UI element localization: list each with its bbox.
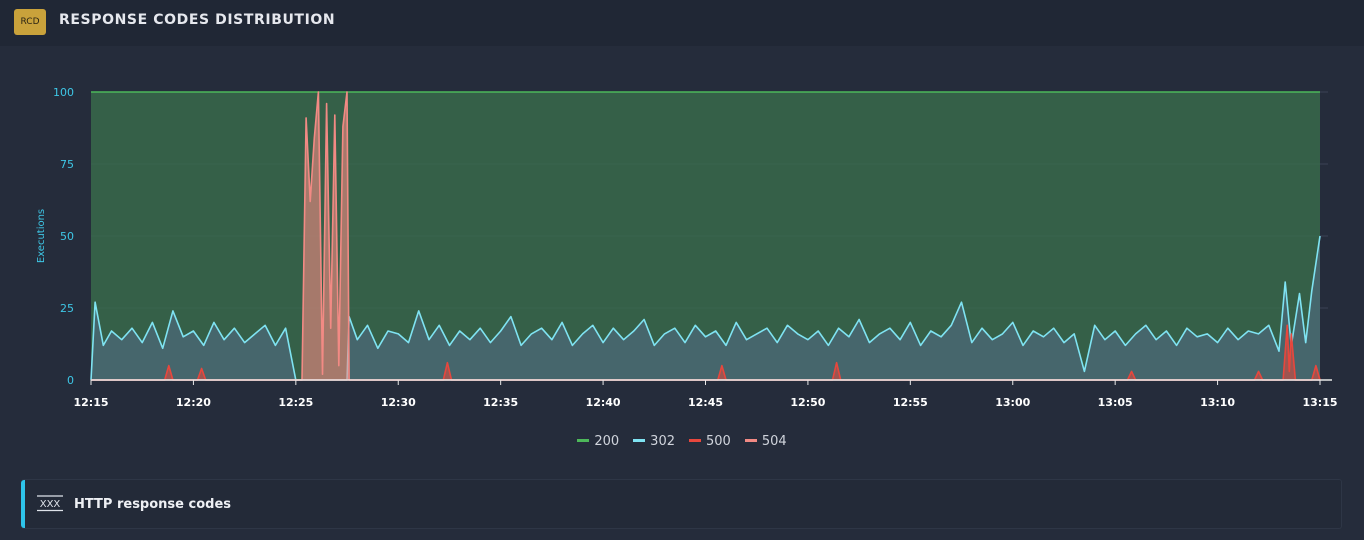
y-tick-label: 50: [60, 230, 74, 243]
series-504-line: [91, 91, 1320, 381]
x-tick-label: 12:25: [278, 396, 313, 409]
x-tick-label: 13:00: [995, 396, 1030, 409]
legend-swatch: [744, 439, 757, 442]
legend-item-500[interactable]: 500: [689, 434, 731, 449]
legend-label: 504: [761, 434, 787, 449]
x-tick-label: 12:35: [483, 396, 518, 409]
header-bar: RCD RESPONSE CODES DISTRIBUTION: [0, 0, 1364, 46]
legend-item-200[interactable]: 200: [577, 434, 619, 449]
x-tick-label: 13:10: [1200, 396, 1235, 409]
y-tick-label: 25: [60, 302, 74, 315]
y-tick-label: 75: [60, 158, 74, 171]
series-200-area: [91, 92, 1320, 380]
x-tick-label: 12:30: [381, 396, 416, 409]
legend-swatch: [689, 439, 701, 442]
x-tick-label: 12:15: [73, 396, 108, 409]
x-tick-label: 13:15: [1302, 396, 1337, 409]
x-tick-label: 12:20: [176, 396, 211, 409]
y-tick-label: 100: [53, 86, 74, 99]
rcd-badge: RCD: [14, 9, 46, 35]
x-tick-label: 12:50: [790, 396, 825, 409]
legend-label: 302: [650, 434, 675, 449]
legend-swatch: [633, 439, 646, 442]
page-title: RESPONSE CODES DISTRIBUTION: [59, 12, 336, 28]
response-codes-chart: 0 25 50 75 100 Executions 12:15 12:20 12:25 12:30…: [0, 46, 1364, 466]
card-accent: [21, 480, 25, 528]
legend-swatch: [577, 439, 590, 442]
legend-item-302[interactable]: 302: [633, 434, 675, 449]
legend-label: 500: [706, 434, 731, 449]
x-tick-label: 13:05: [1098, 396, 1133, 409]
x-tick-label: 12:45: [688, 396, 723, 409]
http-response-codes-card[interactable]: XXX HTTP response codes: [21, 479, 1342, 529]
svg-text:XXX: XXX: [40, 499, 61, 510]
legend-label: 200: [594, 434, 620, 449]
x-tick-label: 12:40: [586, 396, 621, 409]
series-302-line: [90, 235, 1321, 381]
x-tick-label: 12:55: [893, 396, 928, 409]
series-302-area: [91, 236, 1320, 380]
legend-item-504[interactable]: 504: [744, 434, 787, 449]
card-title: HTTP response codes: [74, 497, 232, 512]
chart-svg: 0 25 50 75 100 Executions 12:15 12:20 12:25 12:30…: [36, 86, 1338, 409]
chart-legend: 200 302 500 504: [0, 430, 1364, 449]
y-axis-label: Executions: [36, 209, 47, 263]
xxx-icon: XXX: [37, 495, 63, 512]
y-tick-label: 0: [67, 374, 74, 387]
series-500-line: [91, 324, 1321, 381]
